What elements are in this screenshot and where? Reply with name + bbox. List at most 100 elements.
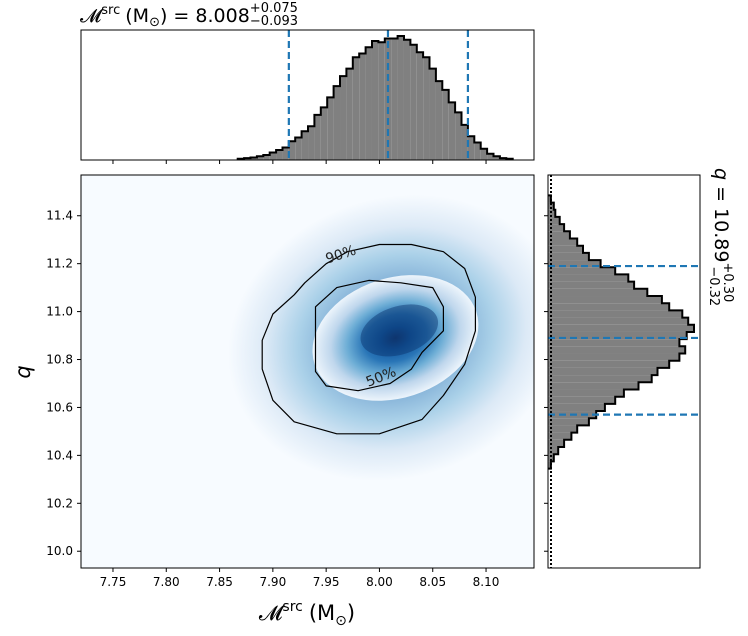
top-marginal-panel [80, 29, 535, 164]
x-label-unit-sub: ⊙ [335, 613, 347, 629]
y-tick-label: 10.6 [46, 400, 73, 414]
joint-frame [80, 174, 535, 569]
right-hist-bar [548, 432, 572, 440]
right-hist-bar [548, 439, 565, 447]
top-hist-bar [301, 131, 309, 160]
top-hist-bar [448, 102, 456, 160]
top-title-unit: (M [125, 5, 149, 27]
top-hist-bar [295, 137, 302, 160]
right-y-ticks [544, 215, 548, 552]
right-hist-bar [548, 360, 670, 368]
right-marginal-title: q = 10.89+0.30−0.32 [706, 168, 735, 306]
top-title-unit-sub: ⊙ [149, 15, 160, 30]
top-hist-bar [474, 142, 481, 160]
right-quantile-lines [548, 264, 700, 416]
top-hist-bar [416, 52, 424, 160]
right-hist-bar [548, 331, 687, 340]
top-hist-bar [435, 81, 443, 160]
top-hist-bar [288, 141, 296, 160]
right-hist-bar [548, 260, 601, 268]
top-hist-bar [455, 112, 462, 160]
y-tick-label: 10.8 [46, 353, 73, 367]
right-hist-bar [548, 303, 670, 311]
right-hist-bar [548, 252, 589, 261]
right-hist-bar [548, 238, 578, 246]
density-peak [360, 304, 439, 357]
right-hist-bar [548, 446, 559, 455]
right-hist-bar [548, 396, 616, 404]
joint-y-ticks: 10.0 10.2 10.4 10.6 10.8 11.0 11.2 11.4 [46, 209, 81, 558]
right-hist-bar [548, 267, 616, 275]
top-x-ticks [112, 160, 487, 164]
top-marginal-title: 𝓜src (M⊙) = 8.008+0.075 −0.093 [80, 1, 298, 30]
top-hist-bar [250, 157, 257, 160]
top-hist-bar [429, 68, 436, 160]
y-tick-label: 10.4 [46, 448, 73, 462]
contour-90pct [261, 243, 476, 435]
top-hist-bar [487, 153, 494, 160]
top-hist-bar [314, 114, 321, 160]
right-title-minus: −0.32 [706, 266, 721, 306]
top-title-symbol: 𝓜 [80, 5, 104, 27]
top-hist-bar [263, 154, 270, 160]
top-hist-bar [282, 147, 289, 160]
top-hist-bar [467, 136, 475, 160]
top-hist-bar [269, 152, 277, 160]
right-hist-bar [548, 375, 652, 383]
top-hist-bar [442, 89, 449, 160]
x-label-symbol: 𝓜 [259, 601, 285, 625]
right-hist-bar [548, 245, 584, 253]
top-hist-bar [480, 148, 488, 160]
y-tick-label: 10.2 [46, 496, 73, 510]
right-hist-bar [548, 389, 624, 397]
right-hist-bar [548, 317, 689, 325]
top-hist-bar [493, 156, 500, 160]
right-hist-bar [548, 403, 605, 412]
right-hist-bar [548, 310, 683, 318]
top-frame [80, 29, 535, 161]
top-hist-bar [346, 68, 353, 160]
right-hist-bar [548, 202, 554, 210]
right-hist-bar [548, 353, 680, 361]
right-hist-bar [548, 274, 629, 282]
top-title-sup: src [101, 3, 120, 18]
right-hist-bar [548, 231, 570, 239]
top-hist-bar [256, 156, 264, 160]
right-hist-outline [548, 194, 695, 470]
y-tick-label: 10.0 [46, 544, 73, 558]
top-title-minus: −0.093 [250, 14, 298, 29]
right-hist-bar [548, 296, 662, 304]
right-hist-bar [548, 382, 639, 390]
top-hist-bar [391, 38, 398, 160]
right-hist-bar [548, 324, 694, 332]
right-title-symbol: q [710, 168, 732, 180]
top-hist-bar [320, 107, 328, 160]
top-hist-bar [352, 57, 360, 160]
x-tick-label: 7.75 [100, 575, 127, 589]
y-axis-label: q [11, 365, 35, 378]
right-hist-bar [548, 288, 648, 297]
density-layer [228, 194, 534, 482]
top-hist-bar [327, 97, 334, 160]
top-title-plus: +0.075 [250, 1, 298, 16]
x-label-close: ) [347, 601, 355, 625]
x-tick-label: 8.05 [419, 575, 446, 589]
x-tick-label: 7.80 [153, 575, 180, 589]
right-marginal-panel [544, 174, 701, 569]
right-title-eq: = 10.89 [710, 180, 732, 262]
right-title-plus: +0.30 [720, 262, 735, 302]
top-hist-bar [410, 44, 417, 160]
y-tick-label: 11.4 [46, 209, 73, 223]
joint-x-ticks: 7.75 7.80 7.85 7.90 7.95 8.00 8.05 8.10 [100, 568, 499, 589]
right-hist-bar [548, 461, 551, 469]
density-core [312, 275, 479, 401]
right-hist-bar [548, 418, 589, 426]
top-title-eq: ) = 8.008 [160, 5, 250, 27]
right-hist-bar [548, 425, 578, 433]
right-hist-bar [548, 281, 635, 289]
right-hist-bar [548, 367, 658, 376]
top-hist-bar [359, 53, 366, 160]
y-tick-label: 11.0 [46, 305, 73, 319]
top-hist-bar [365, 47, 372, 160]
